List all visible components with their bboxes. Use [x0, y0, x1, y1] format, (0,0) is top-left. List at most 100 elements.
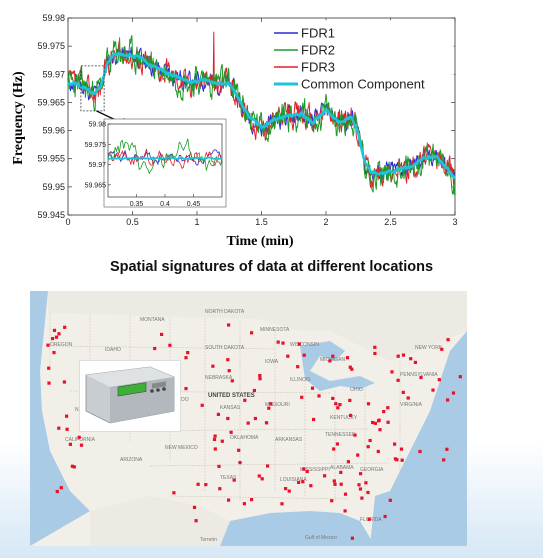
fdr-marker	[323, 474, 327, 478]
fdr-marker	[458, 375, 462, 379]
caption: Spatial signatures of data at different …	[109, 259, 434, 275]
frequency-chart: 59.94559.9559.95559.9659.96559.9759.9755…	[11, 13, 458, 249]
fdr-marker	[62, 380, 66, 384]
fdr-device-photo	[79, 360, 181, 432]
fdr-marker	[390, 370, 394, 374]
fdr-marker	[364, 481, 368, 485]
inset-series-common-component	[107, 156, 223, 161]
fdr-marker	[356, 453, 360, 457]
state-label: NEBRASKA	[205, 375, 233, 381]
state-label: PENNSYLVANIA	[400, 372, 438, 378]
fdr-marker	[77, 435, 81, 439]
fdr-marker	[366, 490, 370, 495]
state-label: Gulf of Mexico	[305, 535, 337, 541]
fdr-marker	[302, 353, 306, 357]
fdr-marker	[68, 442, 72, 446]
fdr-marker	[54, 335, 59, 339]
fdr-marker	[373, 345, 377, 349]
fdr-marker	[382, 410, 386, 414]
fdr-marker	[330, 499, 334, 503]
fdr-marker	[373, 351, 377, 356]
fdr-marker	[302, 467, 306, 471]
fdr-marker	[57, 426, 61, 430]
fdr-marker	[55, 489, 59, 494]
fdr-marker	[431, 388, 435, 392]
fdr-marker	[442, 458, 446, 462]
state-label: ARIZONA	[120, 457, 143, 463]
fdr-marker	[220, 439, 224, 443]
fdr-marker	[400, 458, 404, 462]
fdr-marker	[250, 498, 254, 502]
fdr-device-icon	[85, 366, 175, 424]
fdr-marker	[393, 442, 397, 446]
x-tick-label: 0.5	[126, 217, 139, 227]
state-label: MISSISSIPPI	[300, 467, 330, 473]
ocean-atlantic	[370, 331, 467, 546]
legend-box	[272, 20, 454, 94]
fdr-marker	[264, 421, 269, 425]
fdr-marker	[266, 464, 270, 468]
fdr-marker	[260, 477, 264, 481]
fdr-marker	[216, 412, 220, 416]
x-tick-label: 1	[194, 217, 199, 227]
fdr-marker	[252, 388, 256, 393]
fdr-marker	[437, 378, 441, 382]
fdr-marker	[226, 358, 230, 362]
state-label: OKLAHOMA	[230, 435, 259, 441]
fdr-marker	[269, 402, 273, 406]
zoom-box	[80, 65, 105, 112]
state-border	[169, 495, 351, 500]
fdr-marker	[367, 517, 371, 521]
inset-zoom: 59.98 59.975 59.97 59.965 0.35 0.4 0.45	[80, 65, 227, 208]
fdr-marker	[51, 337, 55, 341]
fdr-marker	[401, 390, 405, 394]
fdr-marker	[418, 449, 422, 454]
y-tick-label: 59.975	[37, 41, 65, 51]
fdr-marker	[276, 340, 280, 344]
canada-region	[48, 291, 467, 361]
fdr-marker	[257, 474, 261, 478]
fdr-marker	[72, 465, 76, 469]
fdr-marker	[160, 332, 164, 336]
fdr-marker	[339, 482, 343, 486]
state-label: TENNESSEE	[325, 432, 356, 438]
fdr-marker	[217, 464, 221, 468]
state-label: NORTH DAKOTA	[205, 309, 245, 315]
fdr-marker	[47, 366, 51, 370]
map-labels: MONTANA NORTH DAKOTA SOUTH DAKOTA MINNESOTA…	[50, 309, 443, 543]
x-axis-ticks: 0 0.5 1 1.5 2 2.5 3	[65, 18, 458, 227]
fdr-marker	[343, 492, 348, 496]
fdr-marker	[172, 491, 176, 495]
fdr-marker	[406, 396, 410, 400]
state-label: Torreón	[200, 537, 217, 543]
fdr-marker	[396, 354, 400, 358]
fdr-marker	[312, 417, 316, 422]
fdr-marker	[376, 449, 380, 454]
fdr-marker	[348, 365, 352, 369]
state-label: ALABAMA	[330, 465, 354, 471]
fdr-marker	[395, 458, 399, 462]
state-label: IDAHO	[105, 347, 121, 353]
state-border	[149, 462, 391, 467]
fdr-marker	[336, 406, 340, 410]
fdr-marker	[366, 402, 371, 406]
fdr-marker	[359, 472, 363, 476]
fdr-marker	[309, 484, 313, 488]
state-label: MISSOURI	[265, 402, 290, 408]
ocean-pacific	[30, 291, 90, 546]
fdr-marker	[184, 387, 188, 391]
device-display	[117, 382, 147, 397]
state-label: ILLINOIS	[290, 377, 311, 383]
state-label: FLORIDA	[360, 517, 382, 523]
fdr-marker	[227, 369, 231, 373]
fdr-marker	[348, 398, 352, 402]
fdr-marker	[301, 480, 305, 484]
state-label: CALIFORNIA	[65, 437, 96, 443]
series-layer	[67, 31, 456, 195]
fdr-marker	[335, 442, 339, 446]
fdr-marker	[212, 437, 217, 441]
fdr-marker	[196, 482, 200, 486]
fdr-marker	[238, 461, 242, 465]
fdr-marker	[346, 460, 350, 464]
fdr-marker	[250, 331, 254, 335]
